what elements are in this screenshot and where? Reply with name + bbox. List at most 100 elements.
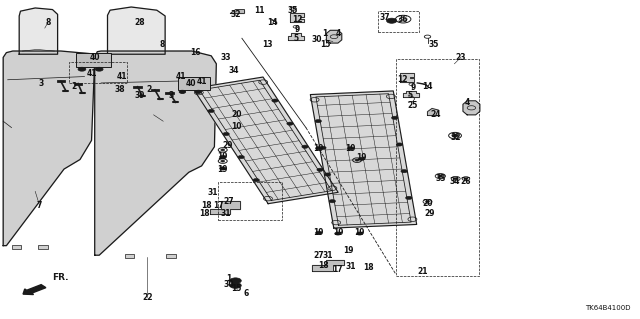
Text: 15: 15 (232, 284, 242, 293)
Text: 30: 30 (224, 280, 234, 289)
Circle shape (324, 173, 331, 176)
Text: 3: 3 (39, 79, 44, 88)
Circle shape (396, 143, 403, 146)
Polygon shape (290, 13, 304, 22)
Circle shape (78, 67, 86, 71)
Polygon shape (428, 108, 438, 115)
Text: 20: 20 (422, 199, 433, 208)
Polygon shape (210, 201, 240, 214)
Text: 41: 41 (116, 72, 127, 81)
Bar (12, 245, 21, 249)
Text: 27: 27 (314, 251, 324, 260)
Text: 5: 5 (293, 34, 298, 43)
Circle shape (335, 232, 341, 235)
Polygon shape (310, 91, 417, 228)
Text: 10: 10 (232, 122, 242, 131)
Text: 39: 39 (134, 91, 145, 100)
Text: 8: 8 (45, 18, 51, 27)
Text: 40: 40 (90, 53, 100, 62)
Circle shape (220, 167, 226, 170)
Circle shape (195, 90, 202, 93)
Text: 41: 41 (176, 72, 186, 81)
Text: 3: 3 (169, 91, 174, 100)
Text: 28: 28 (134, 18, 145, 27)
Text: 33: 33 (220, 53, 230, 62)
Bar (378, 11, 419, 32)
Text: 37: 37 (380, 13, 390, 22)
Circle shape (221, 160, 225, 162)
Text: 2: 2 (147, 85, 152, 94)
Circle shape (221, 149, 225, 151)
Text: 1: 1 (323, 29, 328, 38)
Circle shape (316, 231, 322, 234)
Text: 4: 4 (465, 98, 470, 107)
Polygon shape (95, 51, 216, 255)
Text: 15: 15 (320, 40, 330, 49)
Circle shape (208, 109, 214, 113)
Text: 19: 19 (218, 152, 228, 161)
Text: 26: 26 (461, 177, 471, 186)
Text: 22: 22 (142, 293, 152, 302)
Text: 30: 30 (312, 35, 322, 44)
Text: 2: 2 (71, 82, 76, 91)
Circle shape (230, 283, 241, 288)
Polygon shape (400, 73, 414, 82)
Text: 19: 19 (314, 144, 324, 153)
Text: 34: 34 (449, 177, 460, 186)
Circle shape (329, 200, 335, 203)
Text: 9: 9 (295, 25, 300, 34)
Circle shape (453, 177, 458, 180)
Circle shape (179, 90, 186, 93)
Text: 7: 7 (37, 201, 42, 210)
Text: 31: 31 (346, 262, 356, 271)
Bar (76, 53, 111, 67)
Circle shape (401, 170, 407, 173)
Text: 18: 18 (318, 261, 328, 270)
Text: 4: 4 (335, 29, 340, 38)
Bar (38, 245, 48, 249)
Text: 19: 19 (314, 228, 324, 237)
Text: 5: 5 (407, 91, 412, 100)
Text: 6: 6 (243, 289, 248, 298)
Text: 11: 11 (254, 6, 264, 15)
Text: 31: 31 (207, 189, 218, 197)
Text: 18: 18 (201, 201, 211, 210)
Text: 27: 27 (224, 197, 234, 206)
Text: 31: 31 (220, 209, 230, 218)
Text: 29: 29 (425, 209, 435, 218)
Circle shape (387, 18, 397, 23)
Text: 13: 13 (262, 40, 273, 49)
Circle shape (452, 134, 458, 137)
Polygon shape (19, 8, 58, 54)
Text: TK64B4100D: TK64B4100D (585, 305, 630, 311)
Polygon shape (312, 260, 344, 271)
Text: 19: 19 (356, 153, 367, 162)
Text: 40: 40 (186, 79, 196, 88)
Text: 41: 41 (86, 69, 97, 78)
Bar (218, 182, 282, 220)
Circle shape (358, 157, 365, 160)
Polygon shape (288, 33, 304, 40)
Bar (69, 62, 127, 83)
Text: 19: 19 (344, 246, 354, 255)
Text: 29: 29 (222, 141, 232, 150)
Text: 31: 31 (323, 251, 333, 260)
Circle shape (253, 179, 259, 182)
Text: 33: 33 (435, 174, 445, 183)
Circle shape (317, 168, 323, 171)
Circle shape (355, 159, 359, 161)
Circle shape (272, 99, 278, 102)
Circle shape (426, 201, 429, 203)
Circle shape (302, 145, 308, 148)
Text: 18: 18 (363, 263, 373, 272)
Text: 12: 12 (397, 75, 407, 84)
Text: 23: 23 (456, 53, 466, 62)
Polygon shape (193, 77, 338, 204)
Circle shape (238, 155, 244, 159)
Text: 35: 35 (288, 6, 298, 15)
Text: 16: 16 (191, 48, 201, 57)
Circle shape (348, 147, 354, 150)
Text: FR.: FR. (52, 273, 69, 282)
Polygon shape (326, 30, 342, 43)
Circle shape (287, 122, 293, 125)
